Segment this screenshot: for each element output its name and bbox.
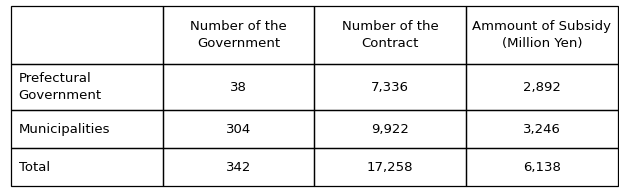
- Bar: [11, 148, 163, 186]
- Text: 6,138: 6,138: [523, 161, 561, 174]
- Text: 17,258: 17,258: [367, 161, 413, 174]
- Text: 342: 342: [226, 161, 251, 174]
- Text: 38: 38: [230, 81, 247, 94]
- Text: 9,922: 9,922: [371, 123, 409, 136]
- Text: 3,246: 3,246: [523, 123, 561, 136]
- Bar: [163, 64, 314, 110]
- Text: 2,892: 2,892: [523, 81, 561, 94]
- Text: Municipalities: Municipalities: [19, 123, 110, 136]
- Bar: [314, 148, 466, 186]
- Bar: [314, 110, 466, 148]
- Text: Prefectural
Government: Prefectural Government: [19, 72, 102, 102]
- Bar: [466, 6, 618, 64]
- Bar: [314, 6, 466, 64]
- Bar: [466, 148, 618, 186]
- Bar: [466, 110, 618, 148]
- Bar: [163, 110, 314, 148]
- Text: Number of the
Contract: Number of the Contract: [342, 20, 439, 50]
- Text: 7,336: 7,336: [371, 81, 409, 94]
- Bar: [163, 6, 314, 64]
- Bar: [466, 64, 618, 110]
- Bar: [11, 110, 163, 148]
- Bar: [314, 64, 466, 110]
- Bar: [11, 6, 163, 64]
- Bar: [11, 64, 163, 110]
- Text: Ammount of Subsidy
(Million Yen): Ammount of Subsidy (Million Yen): [472, 20, 612, 50]
- Text: 304: 304: [226, 123, 251, 136]
- Bar: [163, 148, 314, 186]
- Text: Total: Total: [19, 161, 50, 174]
- Text: Number of the
Government: Number of the Government: [190, 20, 287, 50]
